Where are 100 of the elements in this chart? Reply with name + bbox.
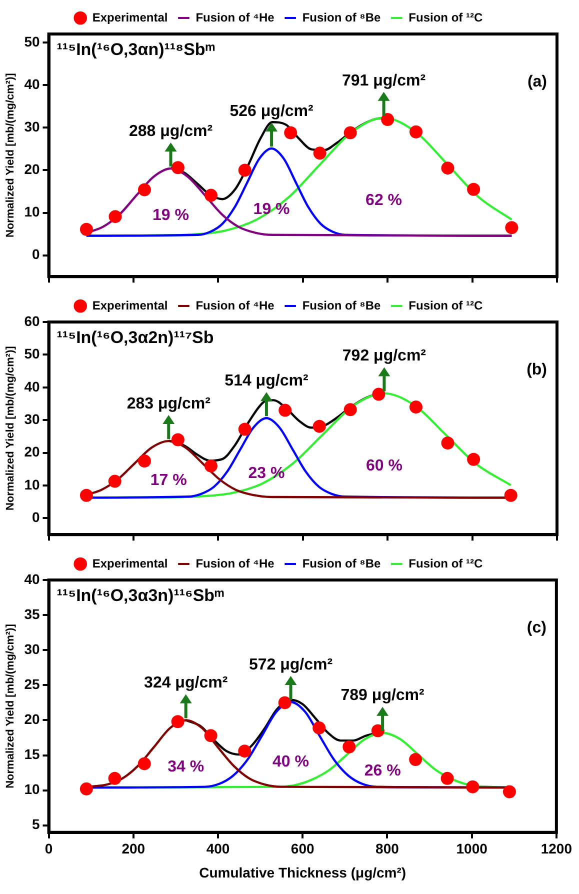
y-tick-label: 40	[24, 570, 40, 587]
point	[80, 222, 93, 236]
y-tick-label: 60	[24, 312, 40, 329]
x-tick-label: 1200	[540, 840, 572, 857]
annotation: (c)	[526, 619, 546, 636]
legend-label: Fusion of ⁸Be	[302, 10, 381, 24]
point	[504, 488, 518, 502]
point	[80, 488, 93, 502]
point	[238, 164, 252, 177]
point	[342, 740, 356, 754]
y-tick-label: 40	[24, 76, 40, 92]
point	[171, 715, 184, 728]
y-tick-label: 10	[24, 476, 40, 492]
point	[409, 125, 422, 138]
point	[344, 403, 357, 416]
point	[171, 161, 184, 174]
y-tick-label: 30	[24, 640, 40, 657]
point	[466, 780, 480, 794]
point	[80, 782, 93, 796]
y-axis-title: Normalized Yield [mb/(mg/cm²)]	[4, 624, 17, 788]
legend-label: Fusion of ⁴He	[196, 298, 275, 312]
annotation: 19 %	[152, 206, 189, 224]
y-tick-label: 50	[24, 33, 40, 50]
y-tick-label: 35	[24, 606, 40, 622]
point	[108, 474, 122, 488]
point	[505, 221, 518, 234]
legend-label: Fusion of ⁸Be	[302, 298, 381, 312]
legend-label: Fusion of ¹²C	[408, 10, 483, 24]
legend-label: Fusion of ¹²C	[408, 298, 483, 312]
legend-label: Fusion of ¹²C	[408, 556, 483, 570]
point	[372, 388, 386, 401]
annotation: 19 %	[253, 200, 290, 218]
point	[440, 772, 454, 785]
annotation: 324 μg/cm²	[144, 674, 228, 692]
annotation: 288 μg/cm²	[128, 122, 213, 140]
y-tick-label: 5	[32, 816, 40, 832]
y-tick-label: 20	[24, 444, 40, 460]
point	[138, 454, 151, 468]
point	[502, 785, 516, 798]
x-tick-label: 1000	[456, 840, 488, 857]
point	[284, 126, 298, 140]
point	[312, 721, 326, 734]
legend-label: Experimental	[92, 298, 168, 312]
point	[344, 126, 357, 140]
annotation: 40 %	[272, 753, 309, 770]
legend-label: Fusion of ⁴He	[196, 10, 275, 24]
y-tick-label: 20	[24, 161, 40, 178]
legend-label: Experimental	[92, 556, 168, 570]
point	[312, 420, 326, 433]
x-tick-label: 200	[122, 840, 146, 857]
annotation: 62 %	[366, 192, 402, 209]
chart-title: ¹¹⁵In(¹⁶O,3α2n)¹¹⁷Sb	[56, 328, 214, 348]
point	[409, 752, 422, 766]
y-tick-label: 0	[32, 509, 40, 526]
annotation: 792 μg/cm²	[342, 348, 426, 365]
y-tick-label: 50	[24, 346, 40, 362]
y-tick-label: 10	[24, 781, 40, 798]
point	[238, 744, 252, 758]
annotation: 34 %	[168, 758, 204, 776]
annotation: (b)	[526, 361, 547, 378]
y-tick-label: 40	[24, 378, 40, 394]
annotation: 791 μg/cm²	[342, 72, 426, 90]
annotation: 26 %	[364, 762, 401, 780]
point	[204, 459, 218, 472]
point	[467, 182, 480, 196]
y-tick-label: 25	[24, 676, 40, 692]
point	[441, 436, 454, 450]
point	[108, 772, 122, 785]
point	[381, 113, 394, 126]
annotation: 572 μg/cm²	[248, 656, 333, 674]
y-tick-label: 30	[24, 118, 40, 134]
x-tick-label: 0	[44, 840, 53, 857]
point	[278, 696, 292, 710]
point	[108, 210, 122, 224]
legend-label: Fusion of ⁸Be	[302, 556, 381, 570]
x-axis-title: Cumulative Thickness (μg/cm²)	[199, 864, 406, 880]
annotation: 60 %	[366, 458, 402, 475]
annotation: 17 %	[150, 472, 187, 490]
point	[467, 452, 480, 466]
point	[278, 404, 292, 417]
point	[204, 188, 218, 202]
legend-label: Fusion of ⁴He	[196, 556, 275, 570]
y-tick-label: 10	[24, 204, 40, 220]
chart-title: ¹¹⁵In(¹⁶O,3αn)¹¹⁸Sbᵐ	[56, 40, 216, 60]
point	[171, 433, 184, 446]
x-tick-label: 400	[206, 840, 230, 857]
y-axis-title: Normalized Yield [mb/(mg/cm²)]	[4, 72, 17, 238]
point	[313, 146, 326, 160]
point	[138, 183, 151, 196]
legend-label: Experimental	[92, 10, 168, 24]
x-tick-label: 600	[290, 840, 314, 857]
x-tick-label: 800	[376, 840, 400, 857]
point	[204, 729, 218, 742]
y-tick-label: 30	[24, 410, 40, 427]
y-axis-title: Normalized Yield [mb/(mg/cm²)]	[4, 346, 17, 511]
annotation: (a)	[527, 73, 547, 90]
point	[441, 162, 454, 175]
point	[409, 400, 422, 414]
chart-title: ¹¹⁵In(¹⁶O,3α3n)¹¹⁶Sbᵐ	[56, 586, 225, 606]
annotation: 514 μg/cm²	[224, 372, 308, 390]
